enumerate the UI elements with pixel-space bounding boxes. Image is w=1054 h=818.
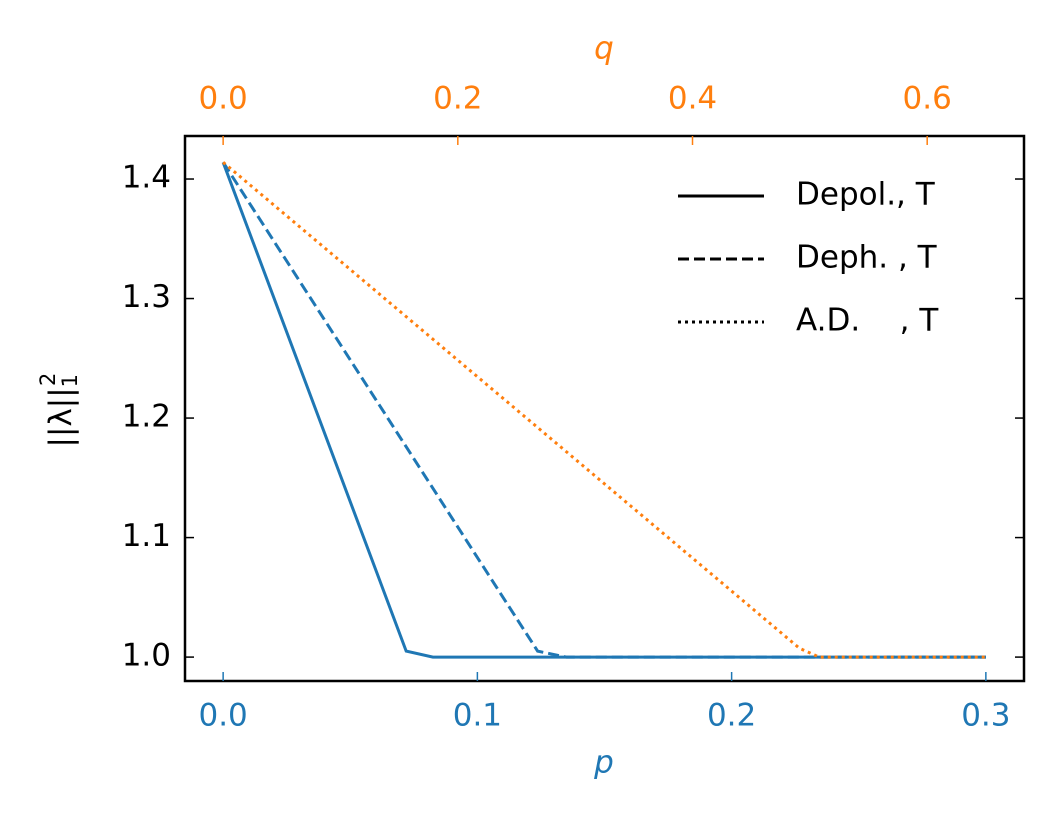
plot-frame [183,134,1026,683]
x2-tick-label: 0.6 [903,81,952,117]
y-axis-label-sub: 1 [58,374,82,387]
x2-tick-label: 0.4 [668,81,717,117]
x-tick-label: 0.0 [198,698,247,734]
x-tick-label: 0.3 [961,698,1010,734]
y-tick-label: 1.1 [122,518,171,554]
y-axis-label-main: ||λ|| [43,387,79,447]
series-line [221,161,986,659]
y-tick-label: 1.3 [122,279,171,315]
x-tick-label: 0.2 [707,698,756,734]
x-tick-label: 0.1 [453,698,502,734]
x2-axis-label: q [594,31,614,67]
y-axis-label-sup: 2 [36,373,60,386]
y-tick-label: 1.2 [122,399,171,435]
series-line [222,161,986,659]
legend-label: Deph. , T [796,240,938,276]
series-line [221,161,986,659]
y-axis-label: ||λ||12 [36,373,82,448]
y-tick-label: 1.4 [122,160,171,196]
legend-label: Depol., T [796,177,936,213]
x2-tick-label: 0.2 [433,81,482,117]
legend-label: A.D. , T [796,303,939,339]
x2-tick-label: 0.0 [198,81,247,117]
y-tick-label: 1.0 [122,638,171,674]
x-axis-label: p [593,745,614,781]
